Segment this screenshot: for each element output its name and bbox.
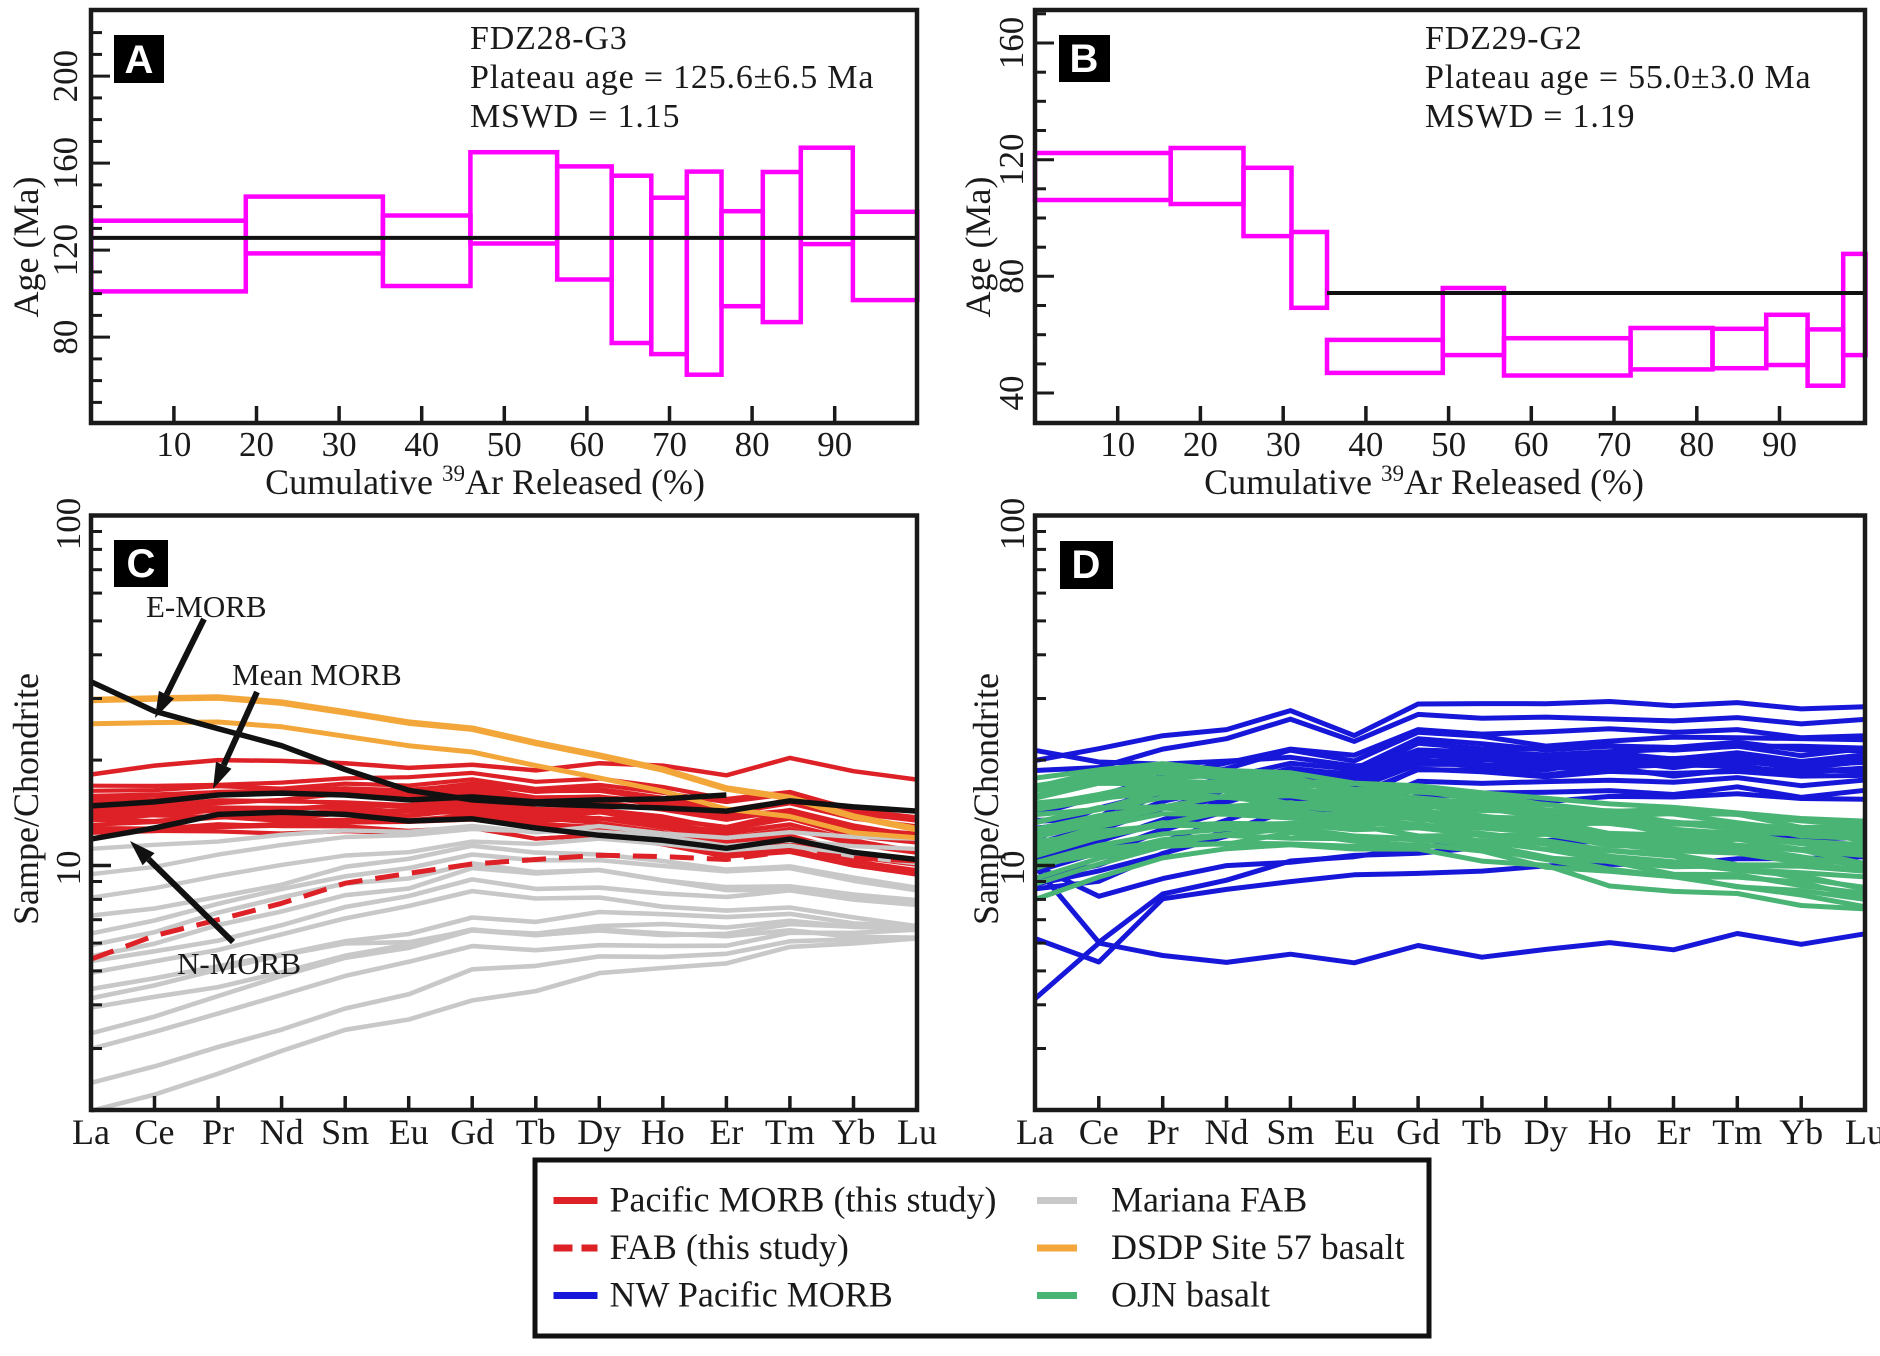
svg-text:Tb: Tb (1462, 1112, 1502, 1152)
svg-text:Ce: Ce (1079, 1112, 1119, 1152)
svg-text:70: 70 (1597, 425, 1632, 464)
svg-text:C: C (127, 542, 156, 586)
svg-text:30: 30 (1266, 425, 1301, 464)
svg-text:FDZ28-G3: FDZ28-G3 (470, 20, 628, 57)
svg-text:Yb: Yb (832, 1112, 876, 1152)
svg-text:Sampe/Chondrite: Sampe/Chondrite (6, 673, 46, 925)
svg-text:MSWD = 1.15: MSWD = 1.15 (470, 98, 680, 135)
svg-text:Age (Ma): Age (Ma) (6, 177, 46, 318)
svg-text:90: 90 (1762, 425, 1797, 464)
svg-text:MSWD = 1.19: MSWD = 1.19 (1425, 98, 1635, 135)
svg-text:La: La (1016, 1112, 1054, 1152)
svg-text:Tm: Tm (765, 1112, 815, 1152)
svg-text:Nd: Nd (1205, 1112, 1249, 1152)
svg-text:B: B (1070, 37, 1099, 81)
svg-text:NW Pacific MORB: NW Pacific MORB (610, 1275, 893, 1315)
svg-text:N-MORB: N-MORB (177, 946, 301, 981)
svg-text:10: 10 (993, 851, 1032, 886)
svg-text:80: 80 (1679, 425, 1714, 464)
svg-text:120: 120 (992, 133, 1031, 186)
svg-text:Sm: Sm (1266, 1112, 1314, 1152)
svg-text:30: 30 (322, 425, 357, 464)
svg-text:Pr: Pr (1147, 1112, 1179, 1152)
svg-text:Tm: Tm (1712, 1112, 1762, 1152)
svg-text:Ho: Ho (641, 1112, 685, 1152)
svg-text:80: 80 (46, 320, 85, 355)
svg-text:20: 20 (239, 425, 274, 464)
svg-text:Cumulative 39Ar Released (%): Cumulative 39Ar Released (%) (1204, 461, 1644, 502)
svg-text:Ce: Ce (135, 1112, 175, 1152)
svg-text:Eu: Eu (1334, 1112, 1374, 1152)
svg-text:Dy: Dy (577, 1112, 621, 1152)
svg-text:100: 100 (49, 498, 88, 551)
svg-text:Yb: Yb (1779, 1112, 1823, 1152)
svg-text:40: 40 (992, 376, 1031, 411)
svg-text:Pr: Pr (202, 1112, 234, 1152)
svg-text:Gd: Gd (1396, 1112, 1440, 1152)
svg-text:Lu: Lu (1845, 1112, 1880, 1152)
svg-text:E-MORB: E-MORB (146, 589, 267, 624)
svg-text:Sm: Sm (321, 1112, 369, 1152)
svg-text:Age (Ma): Age (Ma) (958, 177, 998, 318)
svg-text:60: 60 (1514, 425, 1549, 464)
svg-text:80: 80 (992, 259, 1031, 294)
svg-text:20: 20 (1183, 425, 1218, 464)
svg-text:Pacific MORB (this study): Pacific MORB (this study) (610, 1180, 997, 1220)
svg-text:Mean MORB: Mean MORB (232, 657, 402, 692)
svg-text:90: 90 (817, 425, 852, 464)
svg-text:10: 10 (156, 425, 191, 464)
svg-text:OJN basalt: OJN basalt (1111, 1275, 1270, 1315)
svg-text:160: 160 (46, 137, 85, 190)
svg-text:10: 10 (1100, 425, 1135, 464)
svg-text:40: 40 (1348, 425, 1383, 464)
svg-text:Er: Er (1657, 1112, 1691, 1152)
svg-text:50: 50 (487, 425, 522, 464)
svg-text:Eu: Eu (389, 1112, 429, 1152)
svg-text:Dy: Dy (1524, 1112, 1568, 1152)
svg-text:160: 160 (992, 17, 1031, 70)
svg-text:Gd: Gd (450, 1112, 494, 1152)
svg-text:Mariana FAB: Mariana FAB (1111, 1180, 1307, 1220)
svg-text:La: La (72, 1112, 110, 1152)
svg-text:Cumulative 39Ar Released (%): Cumulative 39Ar Released (%) (265, 461, 705, 502)
svg-text:70: 70 (652, 425, 687, 464)
svg-text:10: 10 (49, 851, 88, 886)
svg-text:Lu: Lu (897, 1112, 937, 1152)
svg-text:Sampe/Chondrite: Sampe/Chondrite (966, 673, 1006, 925)
svg-text:80: 80 (735, 425, 770, 464)
svg-text:FDZ29-G2: FDZ29-G2 (1425, 20, 1583, 57)
svg-text:100: 100 (993, 498, 1032, 551)
svg-text:40: 40 (404, 425, 439, 464)
svg-text:Ho: Ho (1588, 1112, 1632, 1152)
svg-text:Plateau age = 55.0±3.0 Ma: Plateau age = 55.0±3.0 Ma (1425, 59, 1811, 96)
svg-text:D: D (1072, 543, 1101, 587)
svg-text:Plateau age = 125.6±6.5 Ma: Plateau age = 125.6±6.5 Ma (470, 59, 874, 96)
svg-text:FAB (this study): FAB (this study) (610, 1227, 849, 1267)
svg-text:A: A (125, 38, 154, 82)
svg-text:120: 120 (46, 224, 85, 277)
svg-text:Tb: Tb (516, 1112, 556, 1152)
svg-text:200: 200 (46, 50, 85, 103)
svg-text:60: 60 (569, 425, 604, 464)
svg-text:Nd: Nd (260, 1112, 304, 1152)
svg-text:Er: Er (709, 1112, 743, 1152)
svg-text:50: 50 (1431, 425, 1466, 464)
svg-text:DSDP Site 57 basalt: DSDP Site 57 basalt (1111, 1227, 1405, 1267)
